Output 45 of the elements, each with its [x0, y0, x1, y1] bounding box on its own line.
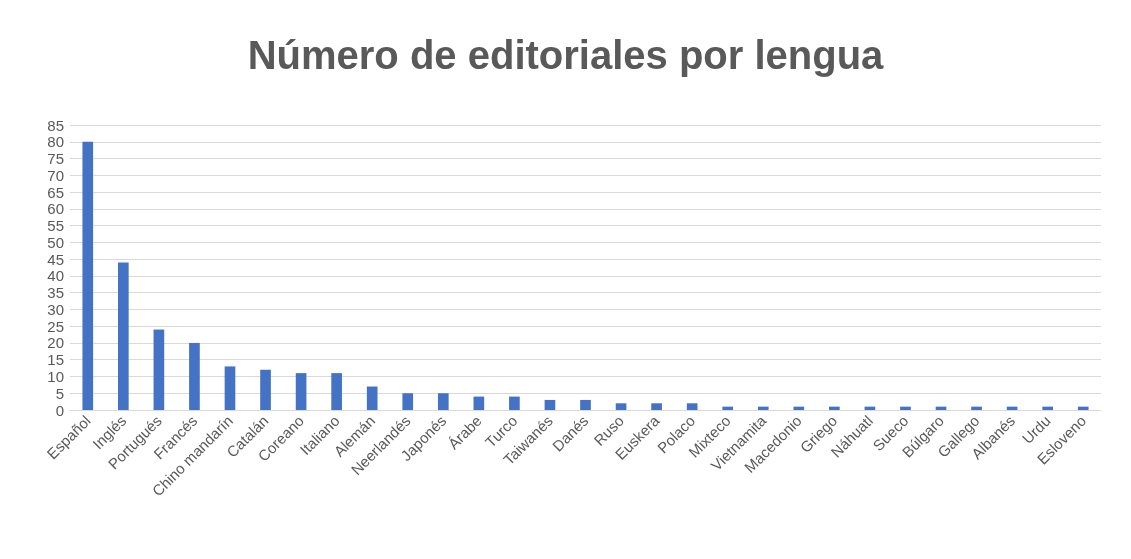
y-tick-label: 35	[47, 284, 64, 302]
bar	[260, 369, 271, 410]
y-tick-label: 10	[47, 367, 64, 385]
bar	[402, 393, 414, 410]
bar	[473, 396, 485, 410]
bar	[509, 396, 520, 410]
y-tick-label: 75	[47, 150, 64, 168]
bar	[722, 406, 734, 410]
y-tick-label: 45	[47, 250, 64, 268]
bar	[580, 399, 591, 410]
y-tick-label: 40	[47, 267, 64, 285]
bar	[757, 406, 769, 410]
y-tick-label: 80	[47, 133, 64, 151]
y-tick-label: 20	[47, 334, 64, 352]
bar	[82, 141, 94, 410]
y-tick-label: 70	[47, 166, 64, 184]
bar	[331, 373, 342, 410]
y-tick-label: 65	[47, 183, 64, 201]
y-tick-label: 15	[47, 351, 64, 369]
y-tick-label: 50	[47, 233, 64, 251]
bar	[686, 403, 698, 410]
bar	[544, 399, 556, 410]
chart-title: Número de editoriales por lengua	[247, 33, 885, 77]
y-tick-label: 5	[55, 384, 64, 402]
bar	[366, 386, 378, 410]
bar	[1077, 406, 1089, 410]
bar	[437, 393, 449, 410]
y-tick-label: 85	[47, 116, 64, 134]
bar	[900, 406, 911, 410]
bar	[793, 406, 805, 410]
bar	[117, 262, 129, 410]
y-tick-label: 60	[47, 200, 64, 218]
bar	[224, 366, 236, 410]
y-tick-label: 0	[55, 401, 64, 419]
bar	[1042, 406, 1054, 410]
bar	[829, 406, 840, 410]
bar	[615, 403, 627, 410]
bar	[651, 403, 662, 410]
bar	[153, 329, 165, 410]
y-tick-label: 25	[47, 317, 64, 335]
bar	[295, 373, 307, 410]
bar	[189, 342, 200, 410]
bar	[971, 406, 982, 410]
y-tick-label: 30	[47, 300, 64, 318]
y-tick-label: 55	[47, 217, 64, 235]
